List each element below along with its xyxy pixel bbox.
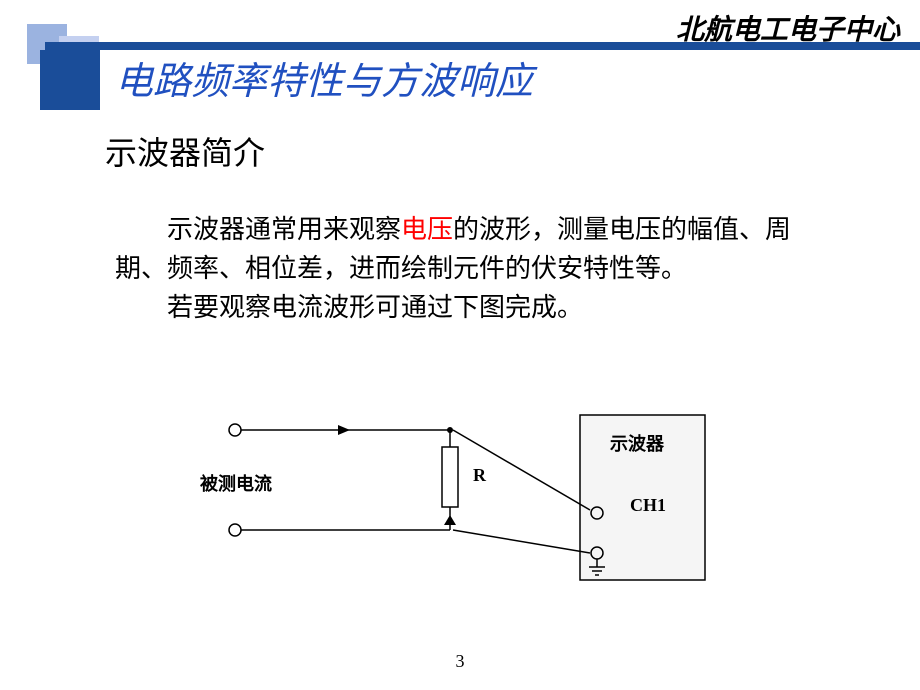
body-text: 示波器通常用来观察电压的波形，测量电压的幅值、周期、频率、相位差，进而绘制元件的…	[115, 210, 795, 327]
label-measured-current: 被测电流	[200, 470, 272, 496]
para1-highlight: 电压	[401, 215, 453, 244]
label-channel: CH1	[630, 495, 666, 516]
circuit-diagram: 被测电流 R 示波器 CH1	[195, 395, 715, 595]
para2: 若要观察电流波形可通过下图完成。	[167, 293, 583, 322]
slide-title: 电路频率特性与方波响应	[115, 50, 533, 105]
header-bar	[45, 42, 920, 50]
page-number: 3	[456, 651, 465, 672]
label-resistor: R	[473, 465, 486, 486]
label-oscilloscope: 示波器	[610, 430, 664, 456]
slide-subtitle: 示波器简介	[105, 128, 265, 174]
para1-part1: 示波器通常用来观察	[167, 215, 401, 244]
